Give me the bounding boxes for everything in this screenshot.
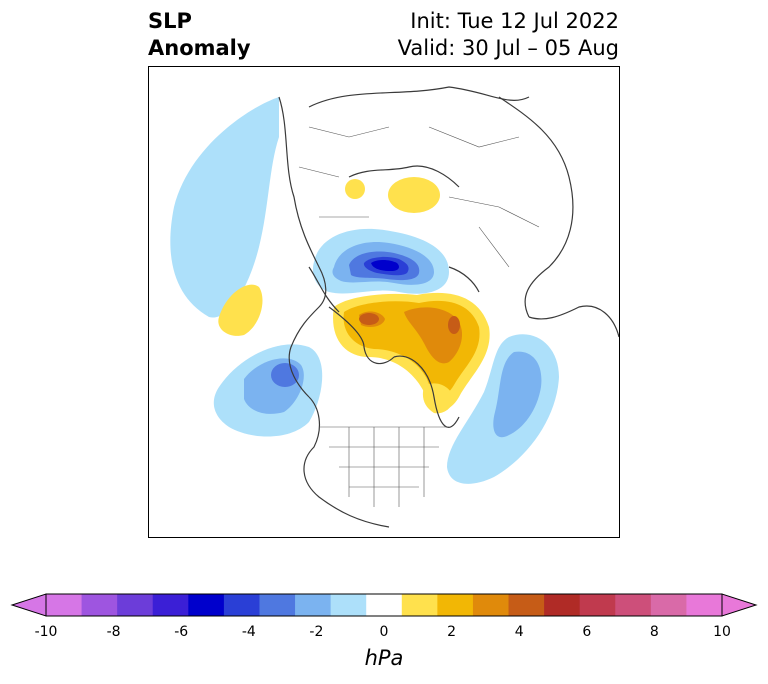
colorbar-swatch: [295, 594, 332, 616]
political-borders: [298, 126, 540, 507]
map-panel: [148, 66, 620, 538]
anomaly-siberia-positive: [345, 177, 440, 213]
colorbar-swatch: [152, 594, 189, 616]
colorbar-swatch: [472, 594, 510, 616]
colorbar-swatch: [615, 594, 652, 616]
colorbar-tick-label: -8: [106, 624, 121, 640]
anomaly-north-pacific-negative: [170, 97, 279, 318]
anomaly-greenland-positive: [333, 292, 490, 410]
colorbar-tick-label: 6: [582, 624, 592, 640]
title-line-2: Anomaly: [148, 36, 251, 60]
colorbar-swatch: [508, 594, 545, 616]
colorbar: [10, 593, 758, 617]
anomaly-aleutian-positive: [218, 284, 263, 336]
colorbar-unit-label: hPa: [364, 646, 404, 670]
title-line-1: SLP: [148, 9, 192, 33]
colorbar-tick-label: -10: [34, 624, 58, 640]
colorbar-swatch: [330, 594, 367, 616]
colorbar-swatch: [437, 594, 474, 616]
colorbar-extend-max: [721, 593, 758, 617]
anomaly-alaska-negative: [213, 344, 323, 437]
date-info: Init: Tue 12 Jul 2022 Valid: 30 Jul – 05…: [398, 8, 619, 62]
colorbar-border: [45, 593, 723, 617]
anomaly-atlantic-negative: [447, 334, 559, 484]
colorbar-swatch: [544, 594, 581, 616]
colorbar-tick-label: 0: [379, 624, 389, 640]
colorbar-tick-label: -2: [309, 624, 324, 640]
colorbar-swatch: [223, 594, 260, 616]
anomaly-labrador-positive: [422, 383, 454, 414]
colorbar-swatch: [259, 594, 296, 616]
init-date: Init: Tue 12 Jul 2022: [410, 9, 619, 33]
colorbar-swatch: [188, 594, 225, 616]
colorbar-tick-label: -4: [241, 624, 256, 640]
colorbar-tick-label: 2: [447, 624, 457, 640]
anomaly-map: [170, 86, 619, 528]
map-title: SLP Anomaly: [148, 8, 251, 62]
colorbar-swatch: [401, 594, 438, 616]
valid-date: Valid: 30 Jul – 05 Aug: [397, 36, 619, 60]
colorbar-swatch: [46, 594, 83, 616]
colorbar-swatch: [650, 594, 687, 616]
colorbar-tick-label: -6: [174, 624, 189, 640]
colorbar-swatch: [579, 594, 616, 616]
colorbar-swatch: [81, 594, 118, 616]
colorbar-swatch: [686, 594, 723, 616]
coastlines: [278, 86, 619, 528]
colorbar-tick-label: 8: [649, 624, 659, 640]
colorbar-swatch: [117, 594, 154, 616]
colorbar-tick-label: 4: [514, 624, 524, 640]
colorbar-tick-label: 10: [713, 624, 731, 640]
colorbar-swatch: [366, 594, 403, 616]
colorbar-extend-min: [10, 593, 47, 617]
anomaly-arctic-negative: [312, 228, 449, 294]
